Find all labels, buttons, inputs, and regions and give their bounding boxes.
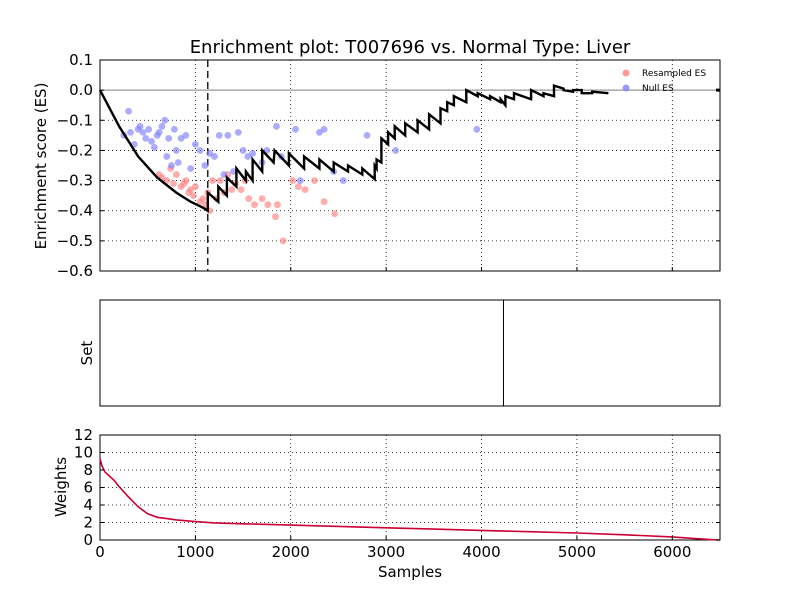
- legend-resampled-label: Resampled ES: [642, 69, 706, 79]
- legend-null-label: Null ES: [642, 84, 674, 94]
- es-ytick-label: −0.4: [57, 202, 93, 220]
- null-es-point: [165, 134, 173, 142]
- resampled-es-point: [209, 177, 216, 184]
- weights-xtick-label: 2000: [272, 543, 310, 561]
- weights-xtick-label: 3000: [367, 543, 405, 561]
- resampled-es-point: [272, 213, 279, 221]
- null-es-point: [127, 128, 134, 136]
- null-es-point: [224, 131, 232, 139]
- resampled-es-point: [182, 177, 190, 184]
- resampled-es-point: [170, 180, 177, 187]
- resampled-es-point: [191, 183, 199, 191]
- resampled-es-point: [245, 195, 253, 203]
- null-es-point: [234, 128, 242, 136]
- weights-xtick-label: 1000: [176, 543, 214, 561]
- es-ytick-label: −0.2: [57, 141, 93, 159]
- null-es-point: [139, 128, 147, 136]
- null-es-point: [473, 125, 481, 133]
- weights-xlabel: Samples: [378, 563, 442, 581]
- null-es-point: [155, 128, 163, 136]
- resampled-es-point: [320, 198, 328, 206]
- null-es-point: [273, 122, 280, 130]
- resampled-es-point: [289, 177, 297, 184]
- resampled-es-point: [237, 186, 245, 194]
- weights-xtick-label: 6000: [653, 543, 691, 561]
- weights-xtick-label: 0: [95, 543, 105, 561]
- resampled-es-point: [190, 192, 197, 200]
- null-es-point: [187, 165, 195, 172]
- legend-null-marker: [622, 84, 630, 92]
- resampled-es-point: [251, 201, 258, 209]
- weights-ytick-label: 12: [74, 426, 93, 444]
- null-es-point: [215, 131, 223, 139]
- weights-ytick-label: 6: [83, 479, 93, 497]
- weights-xtick-label: 4000: [462, 543, 500, 561]
- es-ytick-label: 0.0: [69, 81, 93, 99]
- null-es-point: [148, 137, 155, 145]
- resampled-es-point: [274, 201, 281, 209]
- null-es-point: [168, 162, 175, 169]
- null-es-point: [150, 144, 158, 151]
- weights-xtick-label: 5000: [558, 543, 596, 561]
- null-es-point: [296, 177, 304, 184]
- null-es-point: [163, 153, 171, 160]
- null-es-point: [339, 177, 347, 184]
- null-es-point: [196, 147, 204, 154]
- es-ylabel: Enrichment score (ES): [32, 83, 50, 250]
- null-es-point: [161, 116, 169, 124]
- es-plot-frame: [99, 59, 721, 272]
- resampled-es-point: [295, 183, 302, 191]
- null-es-point: [136, 122, 144, 130]
- resampled-es-point: [301, 186, 309, 194]
- null-es-point: [392, 147, 400, 154]
- weights-ytick-label: 10: [74, 444, 93, 462]
- weights-ytick-label: 4: [83, 496, 93, 514]
- null-es-point: [320, 125, 328, 133]
- es-ytick-label: −0.1: [57, 111, 93, 129]
- null-es-point: [292, 125, 299, 133]
- resampled-es-point: [311, 177, 319, 184]
- weights-ytick-label: 0: [83, 531, 93, 549]
- resampled-es-point: [228, 186, 236, 194]
- resampled-es-point: [264, 201, 272, 209]
- resampled-es-point: [331, 210, 339, 218]
- es-curve-line: [98, 83, 609, 213]
- null-es-point: [201, 162, 209, 169]
- null-es-point: [182, 131, 190, 139]
- null-es-point: [172, 147, 180, 154]
- null-es-point: [171, 125, 178, 133]
- chart-title: Enrichment plot: T007696 vs. Normal Type…: [190, 37, 631, 58]
- null-es-point: [125, 107, 133, 115]
- weights-line: [99, 458, 721, 541]
- null-es-point: [191, 141, 199, 148]
- legend: Resampled ES Null ES: [622, 69, 706, 94]
- es-ytick-label: −0.6: [57, 262, 93, 280]
- null-es-point: [145, 125, 153, 133]
- null-es-point: [174, 159, 182, 166]
- resampled-es-point: [199, 195, 207, 203]
- es-ytick-label: 0.1: [69, 51, 93, 69]
- null-es-point: [142, 134, 150, 142]
- null-es-point: [363, 131, 371, 139]
- legend-resampled-marker: [622, 69, 630, 77]
- weights-ytick-label: 2: [83, 514, 93, 532]
- set-ylabel: Set: [78, 341, 96, 366]
- resampled-es-point: [216, 177, 224, 184]
- null-es-point: [211, 153, 218, 160]
- weights-ytick-label: 8: [83, 461, 93, 479]
- null-es-point: [249, 150, 257, 157]
- resampled-es-point: [258, 195, 266, 203]
- resampled-es-point: [172, 171, 180, 178]
- null-es-point: [158, 122, 166, 130]
- resampled-es-point: [279, 237, 287, 245]
- es-ytick-label: −0.5: [57, 232, 93, 250]
- set-panel: [99, 299, 721, 407]
- enrichment-score-panel: 0.1 0.0 −0.1 −0.2 −0.3 −0.4 −0.5 −0.6 Resampled …: [57, 51, 721, 280]
- es-ytick-label: −0.3: [57, 172, 93, 190]
- set-plot-frame: [99, 299, 721, 407]
- weights-ylabel: Weights: [52, 457, 70, 517]
- null-es-point: [239, 147, 247, 154]
